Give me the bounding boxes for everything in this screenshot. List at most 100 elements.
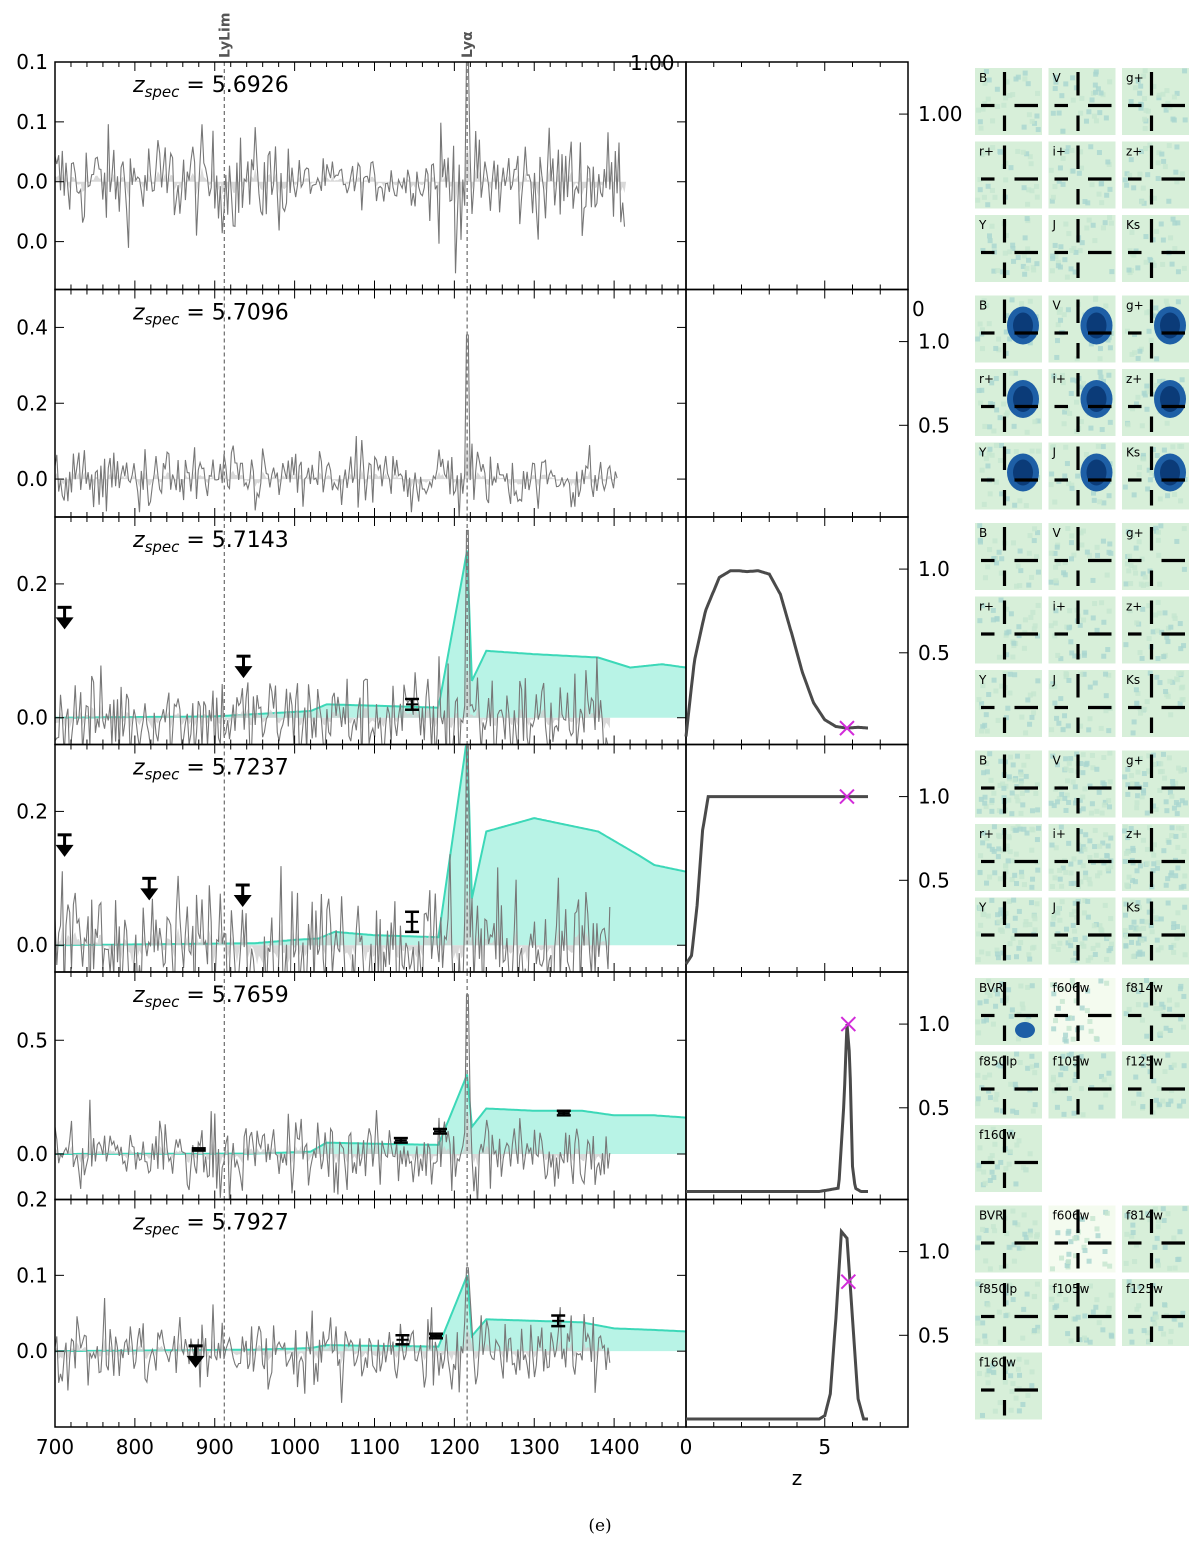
stamp-filter-label: f125w (1126, 1055, 1163, 1069)
spectrum-line (55, 334, 618, 517)
stamp-noise (1069, 978, 1075, 984)
stamp-noise (1049, 842, 1055, 848)
stamp-noise (1153, 305, 1159, 311)
stamp-noise (1017, 583, 1023, 589)
stamp-noise (1132, 565, 1138, 571)
stamp-noise (1096, 150, 1102, 156)
stamp-noise (1081, 671, 1087, 677)
stamp-noise (1012, 672, 1018, 678)
pdz-y-tick-label: 0.5 (918, 641, 950, 665)
stamp-noise (1087, 1019, 1093, 1025)
stamp-noise (994, 951, 1000, 957)
stamp-noise (1137, 348, 1143, 354)
stamp-noise (1089, 97, 1095, 103)
stamp-noise (1165, 1052, 1171, 1058)
stamp-noise (1145, 1330, 1151, 1336)
stamp-noise (1161, 654, 1167, 660)
stamp-noise (993, 1003, 999, 1009)
stamp-noise (1078, 1054, 1084, 1060)
stamp-noise (982, 423, 988, 429)
stamp-noise (1107, 345, 1113, 351)
stamp-noise (1126, 1279, 1132, 1285)
stamp-noise (1143, 234, 1149, 240)
stamp-noise (1138, 83, 1144, 89)
stamp-noise (1130, 781, 1136, 787)
stamp-noise (1137, 171, 1143, 177)
stamp-noise (1050, 982, 1056, 988)
stamp-filter-label: i+ (1053, 372, 1066, 386)
stamp-noise (1161, 447, 1167, 453)
stamp-noise (1009, 858, 1015, 864)
stamp-noise (985, 183, 991, 189)
stamp-noise (1182, 930, 1188, 936)
stamp-noise (1060, 155, 1066, 161)
stamp-noise (1016, 1356, 1022, 1362)
stamp-noise (1141, 790, 1147, 796)
stamp-noise (1003, 412, 1009, 418)
stamp-noise (1080, 806, 1086, 812)
stamp-noise (1074, 751, 1080, 757)
stamp-noise (1016, 1138, 1022, 1144)
stamp-noise (1102, 902, 1108, 908)
stamp-noise (1023, 773, 1029, 779)
stamp-noise (997, 876, 1003, 882)
stamp-noise (1024, 216, 1030, 222)
stamp-noise (1129, 1339, 1135, 1345)
stamp-noise (1080, 1112, 1086, 1118)
stamp-noise (1059, 93, 1065, 99)
stamp-noise (1176, 1103, 1182, 1109)
stamp-noise (1161, 158, 1167, 164)
stamp-noise (1176, 670, 1182, 676)
cutout-stamp: z+ (1122, 596, 1189, 664)
stamp-noise (1021, 882, 1027, 888)
stamp-noise (1106, 1305, 1112, 1311)
stamp-noise (1104, 956, 1110, 962)
stamp-noise (994, 616, 1000, 622)
stamp-noise (1152, 1315, 1158, 1321)
stamp-noise (989, 1169, 995, 1175)
stamp-noise (1173, 833, 1179, 839)
stamp-noise (994, 991, 1000, 997)
spectrum-plot-area (55, 334, 619, 517)
stamp-noise (1078, 110, 1084, 116)
stamp-noise (1069, 912, 1075, 918)
stamp-noise (986, 1088, 992, 1094)
stamp-noise (1058, 1072, 1064, 1078)
stamp-noise (1166, 997, 1172, 1003)
stamp-noise (1072, 928, 1078, 934)
stamp-noise (987, 1156, 993, 1162)
cutout-stamp: V (1048, 68, 1116, 135)
stamp-noise (977, 537, 983, 543)
stamp-noise (1178, 884, 1184, 890)
stamp-noise (1101, 619, 1107, 625)
stamp-noise (1048, 167, 1054, 173)
stamp-noise (1034, 554, 1040, 560)
stamp-noise (1104, 192, 1110, 198)
stamp-noise (993, 688, 999, 694)
stamp-noise (1078, 723, 1084, 729)
stamp-noise (1024, 1359, 1030, 1365)
stamp-noise (1070, 75, 1076, 81)
stamp-noise (993, 345, 999, 351)
stamp-noise (1181, 643, 1187, 649)
stamp-noise (979, 387, 985, 393)
stamp-noise (1139, 423, 1145, 429)
cutout-stamp: f125w (1122, 1051, 1189, 1119)
stamp-noise (980, 247, 986, 253)
stamp-noise (1027, 1228, 1033, 1234)
stamp-noise (1124, 882, 1130, 888)
stamp-noise (1066, 1251, 1072, 1257)
stamp-noise (1021, 124, 1027, 130)
stamp-noise (1162, 775, 1168, 781)
stamp-noise (1122, 824, 1128, 830)
stamp-noise (1055, 1230, 1061, 1236)
stamp-noise (977, 321, 983, 327)
stamp-noise (1128, 924, 1134, 930)
cutout-stamp: f814w (1122, 1205, 1189, 1273)
spectrum-line (55, 529, 609, 745)
stamp-noise (1069, 147, 1075, 153)
stamp-noise (1181, 1063, 1187, 1069)
cutout-stamp: f160w (975, 1125, 1042, 1192)
stamp-noise (1054, 1303, 1060, 1309)
stamp-noise (1008, 1407, 1014, 1413)
